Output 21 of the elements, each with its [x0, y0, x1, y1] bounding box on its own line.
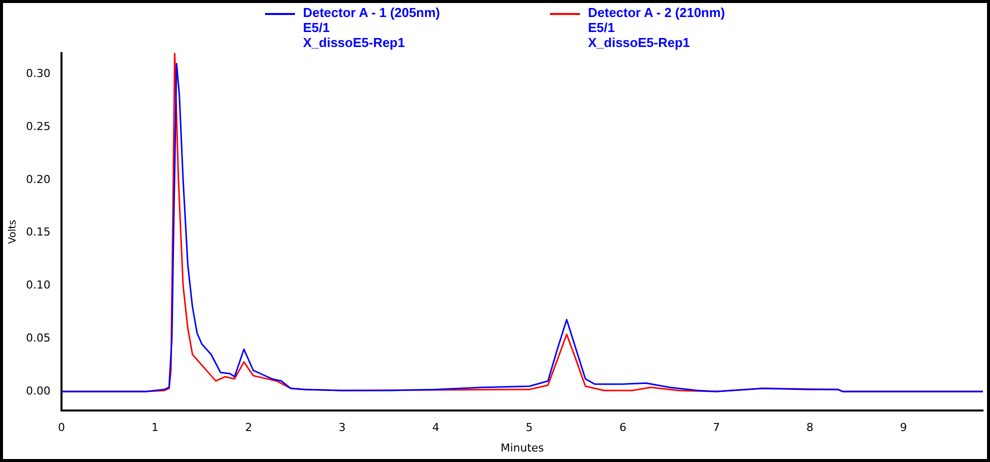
- y-tick-label: 0.30: [26, 67, 50, 80]
- legend-label: Detector A - 2 (210nm) E5/1 X_dissoE5-Rep1: [588, 5, 726, 50]
- x-axis-title: Minutes: [500, 441, 544, 454]
- x-tick-label: 3: [338, 421, 346, 434]
- x-tick-label: 1: [152, 421, 159, 434]
- legend-label: Detector A - 1 (205nm) E5/1 X_dissoE5-Rep1: [302, 5, 440, 50]
- y-tick-label: 0.10: [26, 278, 50, 292]
- x-tick-label: 5: [526, 421, 533, 434]
- x-tick-label: 8: [806, 421, 814, 434]
- y-tick-label: 0.20: [26, 172, 50, 186]
- y-tick-label: 0.00: [26, 384, 50, 398]
- x-tick-label: 7: [712, 421, 720, 434]
- y-tick-label: 0.05: [26, 332, 50, 345]
- x-tick-label: 9: [900, 421, 907, 434]
- y-axis-title: Volts: [8, 220, 19, 244]
- x-tick-label: 4: [432, 421, 440, 434]
- y-tick-label: 0.15: [26, 226, 50, 239]
- x-tick-label: 6: [619, 421, 626, 434]
- x-tick-label: 2: [245, 421, 252, 434]
- y-tick-label: 0.25: [26, 120, 50, 133]
- x-tick-label: 0: [58, 421, 65, 434]
